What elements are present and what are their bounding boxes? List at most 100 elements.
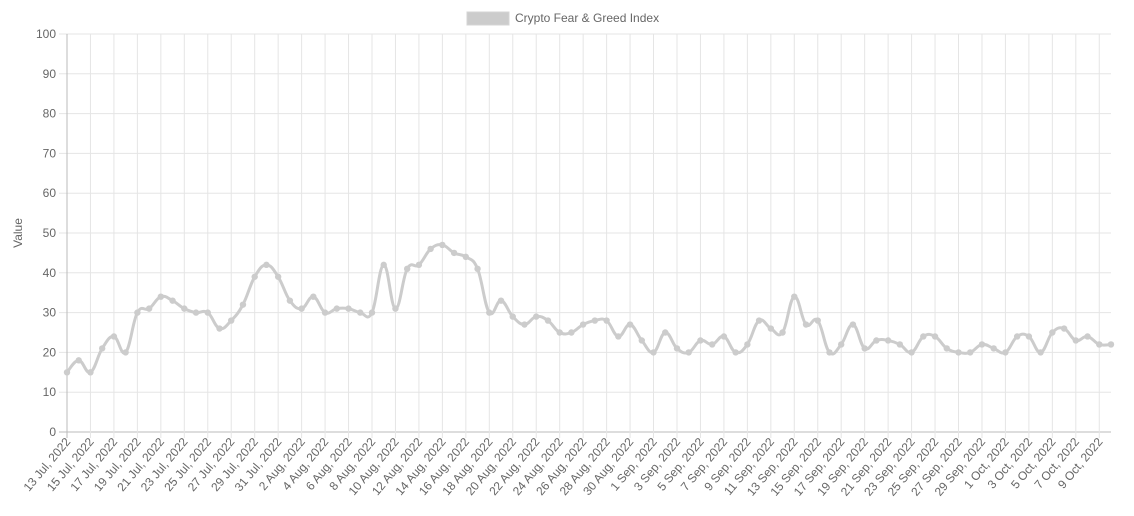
data-point[interactable] — [967, 349, 974, 356]
data-point[interactable] — [838, 341, 845, 348]
data-point[interactable] — [978, 341, 986, 348]
data-point[interactable] — [75, 357, 82, 364]
data-point[interactable] — [1107, 341, 1115, 348]
data-point[interactable] — [1060, 325, 1068, 332]
data-point[interactable] — [849, 321, 857, 328]
data-point[interactable] — [521, 321, 528, 328]
data-point[interactable] — [310, 293, 317, 300]
data-point[interactable] — [579, 321, 587, 328]
data-point[interactable] — [274, 273, 282, 280]
data-point[interactable] — [321, 309, 329, 316]
data-point[interactable] — [263, 261, 270, 269]
data-point[interactable] — [556, 329, 563, 336]
data-point[interactable] — [192, 309, 200, 316]
y-axis: 0 10 20 30 40 50 60 70 80 90 100 — [36, 27, 56, 439]
data-point[interactable] — [357, 309, 364, 316]
data-point[interactable] — [1025, 333, 1033, 340]
data-point[interactable] — [1072, 337, 1080, 344]
data-point[interactable] — [509, 313, 516, 320]
data-point[interactable] — [486, 309, 493, 316]
data-point[interactable] — [744, 341, 751, 348]
data-point[interactable] — [333, 305, 340, 312]
data-point[interactable] — [403, 265, 411, 273]
data-point[interactable] — [345, 305, 352, 312]
data-point[interactable] — [228, 317, 235, 324]
data-point[interactable] — [708, 341, 716, 348]
data-point[interactable] — [439, 241, 446, 249]
data-point[interactable] — [779, 329, 786, 336]
data-point[interactable] — [63, 369, 71, 376]
data-point[interactable] — [650, 349, 657, 356]
data-point[interactable] — [990, 345, 997, 352]
data-point[interactable] — [697, 337, 704, 344]
data-point[interactable] — [497, 297, 505, 304]
data-point[interactable] — [239, 301, 247, 308]
legend[interactable]: Crypto Fear & Greed Index — [466, 11, 659, 26]
data-point[interactable] — [884, 337, 892, 344]
data-point[interactable] — [533, 313, 540, 320]
data-point[interactable] — [896, 341, 904, 348]
data-point[interactable] — [802, 321, 810, 328]
data-point[interactable] — [908, 349, 915, 356]
data-point[interactable] — [943, 345, 950, 352]
data-point[interactable] — [286, 297, 294, 304]
data-point[interactable] — [685, 349, 692, 356]
data-point[interactable] — [626, 321, 634, 328]
data-point[interactable] — [791, 293, 798, 300]
data-point[interactable] — [662, 329, 669, 336]
data-point[interactable] — [615, 333, 622, 340]
legend-swatch — [466, 11, 510, 26]
data-point[interactable] — [204, 309, 211, 316]
data-point[interactable] — [462, 253, 470, 261]
data-point[interactable] — [873, 337, 880, 344]
data-point[interactable] — [767, 325, 775, 332]
data-point[interactable] — [955, 349, 962, 356]
data-point[interactable] — [920, 333, 927, 340]
data-point[interactable] — [720, 333, 728, 340]
data-point[interactable] — [732, 349, 739, 356]
data-point[interactable] — [368, 309, 376, 316]
data-point[interactable] — [427, 245, 434, 253]
data-point[interactable] — [134, 309, 141, 316]
data-point[interactable] — [591, 317, 599, 324]
data-point[interactable] — [87, 369, 94, 376]
data-point[interactable] — [380, 261, 387, 269]
data-point[interactable] — [638, 337, 645, 344]
data-point[interactable] — [450, 249, 458, 257]
series-line — [65, 243, 1112, 374]
data-point[interactable] — [251, 273, 258, 280]
data-point[interactable] — [814, 317, 821, 324]
data-point[interactable] — [755, 317, 763, 324]
data-point[interactable] — [474, 265, 481, 273]
data-point[interactable] — [1049, 329, 1056, 336]
data-point[interactable] — [216, 325, 223, 332]
y-tick-label: 20 — [43, 345, 57, 359]
data-point[interactable] — [298, 305, 305, 312]
data-point[interactable] — [392, 305, 399, 312]
data-point[interactable] — [826, 349, 833, 356]
y-tick-label: 70 — [43, 146, 57, 160]
data-point[interactable] — [931, 333, 939, 340]
data-point[interactable] — [181, 305, 188, 312]
data-point[interactable] — [1002, 349, 1009, 356]
data-point[interactable] — [861, 345, 868, 352]
data-point[interactable] — [1084, 333, 1091, 340]
data-point[interactable] — [544, 317, 552, 324]
data-point[interactable] — [1037, 349, 1044, 356]
y-tick-label: 60 — [43, 186, 57, 200]
data-point[interactable] — [98, 345, 106, 352]
data-point[interactable] — [122, 349, 129, 356]
y-tick-label: 90 — [43, 67, 57, 81]
data-point[interactable] — [673, 345, 681, 352]
data-point[interactable] — [157, 293, 165, 300]
data-point[interactable] — [1096, 341, 1103, 348]
data-point[interactable] — [169, 297, 176, 304]
data-point[interactable] — [1013, 333, 1021, 340]
data-point[interactable] — [145, 305, 153, 312]
data-point[interactable] — [568, 329, 575, 336]
y-tick-label: 100 — [36, 27, 56, 41]
data-point[interactable] — [110, 333, 118, 340]
data-point[interactable] — [415, 261, 423, 269]
data-point[interactable] — [603, 317, 610, 324]
